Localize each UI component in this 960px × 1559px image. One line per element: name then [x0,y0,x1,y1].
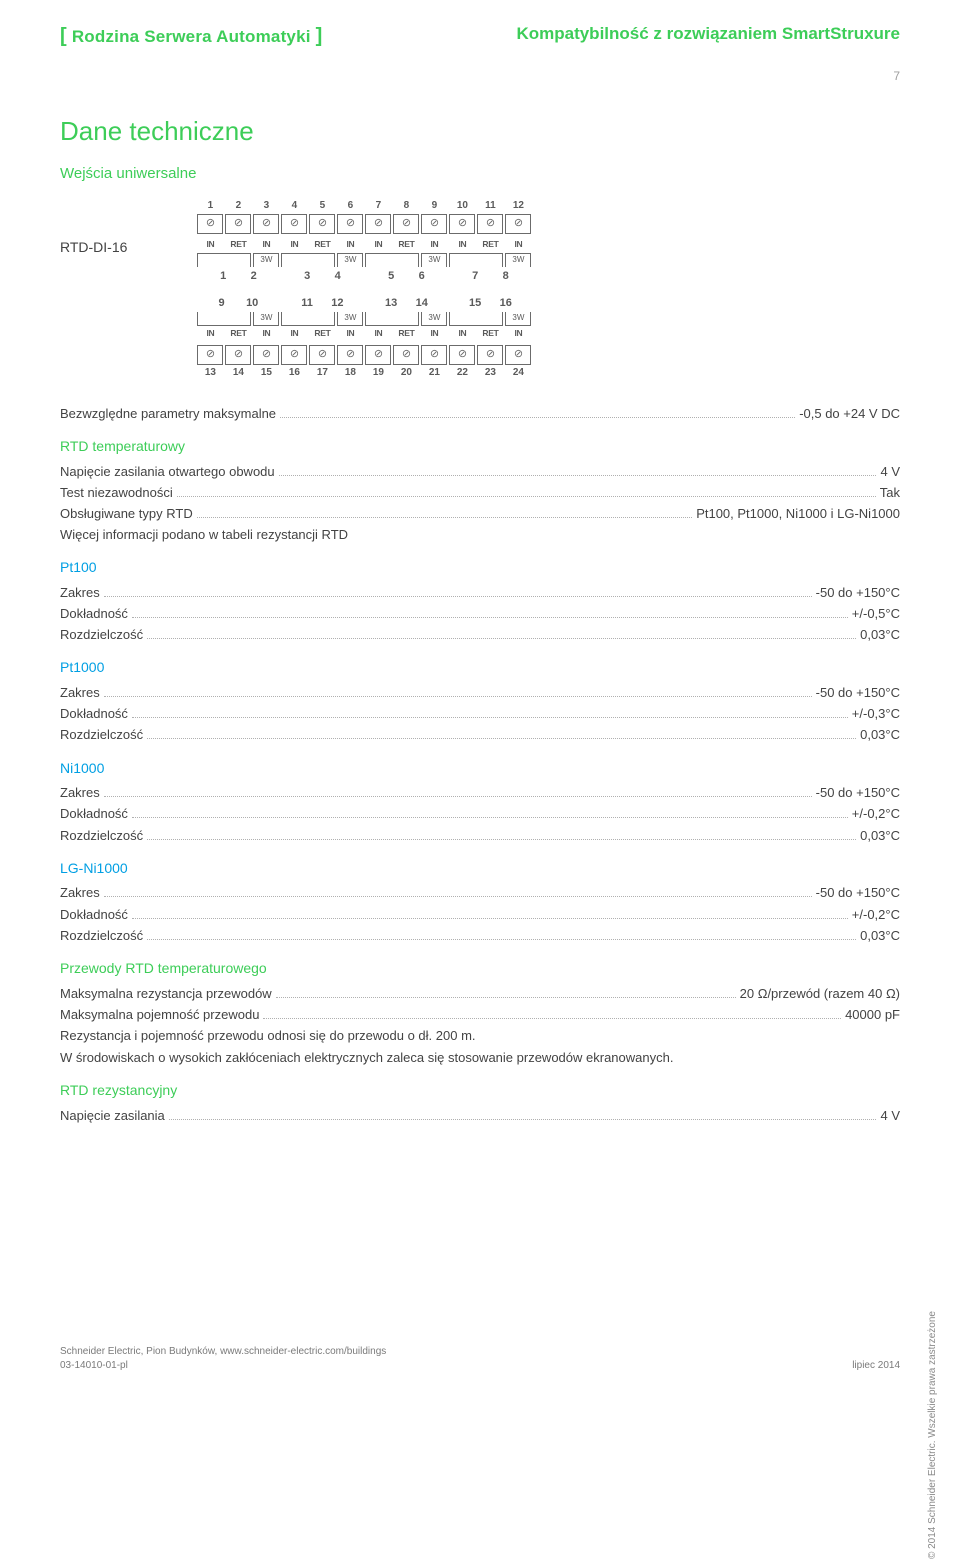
device-label: RTD-DI-16 [60,238,127,258]
spec-row: Rozdzielczość0,03°C [60,927,900,945]
sensor-heading: Pt100 [60,558,900,578]
footer-right: lipiec 2014 [852,1359,900,1373]
spec-row: Dokładność+/-0,2°C [60,906,900,924]
footer-left-1: Schneider Electric, Pion Budynków, www.s… [60,1345,386,1359]
bracket-row: 3W 3W 3W 3W [197,251,531,267]
spec-row: Zakres-50 do +150°C [60,684,900,702]
terminal-diagram-top: 123456789101112 ⊘⊘⊘⊘⊘⊘⊘⊘⊘⊘⊘⊘ INRETININRE… [197,199,531,284]
header-right-text: Kompatybilność z rozwiązaniem SmartStrux… [516,22,900,46]
sensor-heading: Ni1000 [60,759,900,779]
rtd-res-heading: RTD rezystancyjny [60,1081,900,1101]
terminal-diagram-bottom: 9 10 11 12 13 14 15 16 3W 3W 3W 3W INRET… [197,296,531,379]
spec-row: Rozdzielczość0,03°C [60,827,900,845]
rtd-temp-note: Więcej informacji podano w tabeli rezyst… [60,526,900,544]
rtd-res-rows: Napięcie zasilania4 V [60,1107,900,1125]
rtd-temp-rows: Napięcie zasilania otwartego obwodu4 V Te… [60,463,900,524]
header-row: [ Rodzina Serwera Automatyki ] Kompatybi… [60,22,900,50]
section-title: Dane techniczne [60,113,900,149]
pin-label-row: INRETININRETININRETININRETIN [197,328,531,340]
pin-circle-row: ⊘⊘⊘⊘⊘⊘⊘⊘⊘⊘⊘⊘ [197,345,531,365]
spec-row: Dokładność+/-0,2°C [60,805,900,823]
pin-circle-row: ⊘⊘⊘⊘⊘⊘⊘⊘⊘⊘⊘⊘ [197,214,531,234]
pin-label-row: INRETININRETININRETININRETIN [197,239,531,251]
header-left: [ Rodzina Serwera Automatyki ] [60,22,322,50]
rtd-wires-rows: Maksymalna rezystancja przewodów20 Ω/prz… [60,985,900,1024]
bracket-row: 3W 3W 3W 3W [197,312,531,328]
footer: Schneider Electric, Pion Budynków, www.s… [60,1345,900,1373]
spec-row: Dokładność+/-0,5°C [60,605,900,623]
sensor-blocks-container: Pt100 Zakres-50 do +150°C Dokładność+/-0,5… [60,558,900,945]
rtd-wires-note-1: Rezystancja i pojemność przewodu odnosi … [60,1027,900,1045]
sensor-heading: LG-Ni1000 [60,859,900,879]
spec-row: Zakres-50 do +150°C [60,884,900,902]
sensor-heading: Pt1000 [60,658,900,678]
spec-row: Rozdzielczość0,03°C [60,726,900,744]
rtd-temp-heading: RTD temperaturowy [60,437,900,457]
spec-row: Napięcie zasilania4 V [60,1107,900,1125]
group-label-row: 9 10 11 12 13 14 15 16 [197,296,531,311]
subsection-title: Wejścia uniwersalne [60,163,900,184]
group-label-row: 1 2 3 4 5 6 7 8 [197,269,531,284]
spec-row: Zakres-50 do +150°C [60,784,900,802]
spec-row: Maksymalna pojemność przewodu40000 pF [60,1006,900,1024]
spec-row: Obsługiwane typy RTDPt100, Pt1000, Ni100… [60,505,900,523]
header-left-text: Rodzina Serwera Automatyki [72,27,311,46]
side-copyright: © 2014 Schneider Electric. Wszelkie praw… [926,1311,940,1559]
spec-row: Rozdzielczość0,03°C [60,626,900,644]
footer-left-2: 03-14010-01-pl [60,1359,386,1373]
rtd-wires-note-2: W środowiskach o wysokich zakłóceniach e… [60,1049,900,1067]
spec-row: Dokładność+/-0,3°C [60,705,900,723]
spec-row: Napięcie zasilania otwartego obwodu4 V [60,463,900,481]
rtd-wires-heading: Przewody RTD temperaturowego [60,959,900,979]
pin-number-row: 131415161718192021222324 [197,366,531,380]
pin-number-row: 123456789101112 [197,199,531,213]
spec-row: Zakres-50 do +150°C [60,584,900,602]
spec-row: Bezwzględne parametry maksymalne -0,5 do… [60,405,900,423]
page-number: 7 [60,68,900,85]
spec-row: Test niezawodnościTak [60,484,900,502]
spec-row: Maksymalna rezystancja przewodów20 Ω/prz… [60,985,900,1003]
